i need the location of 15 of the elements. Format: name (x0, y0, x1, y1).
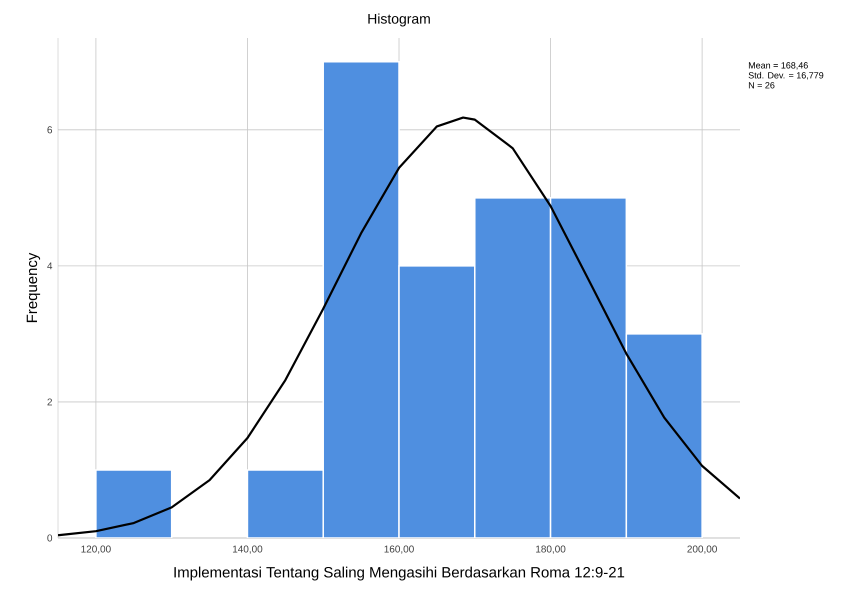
text: Std. Dev. = 16,779 (748, 72, 824, 80)
x-tick-label: 160,00 (384, 546, 414, 554)
y-tick-label: 2 (47, 398, 52, 406)
x-axis-title: Implementasi Tentang Saling Mengasihi Berdasarkan Roma 12:9-21 (174, 566, 624, 580)
y-axis-title: Frequency (26, 252, 40, 322)
x-tick-label: 120,00 (81, 546, 111, 554)
text: N = 26 (748, 82, 774, 88)
y-tick-label: 0 (47, 534, 52, 542)
chart-title: Histogram (368, 13, 430, 26)
x-tick-label: 200,00 (687, 546, 717, 554)
y-tick-label: 6 (47, 126, 52, 134)
x-tick-label: 140,00 (232, 546, 262, 554)
x-tick-label: 180,00 (536, 546, 566, 554)
y-tick-label: 4 (47, 262, 52, 270)
text: Mean = 168,46 (748, 62, 808, 70)
